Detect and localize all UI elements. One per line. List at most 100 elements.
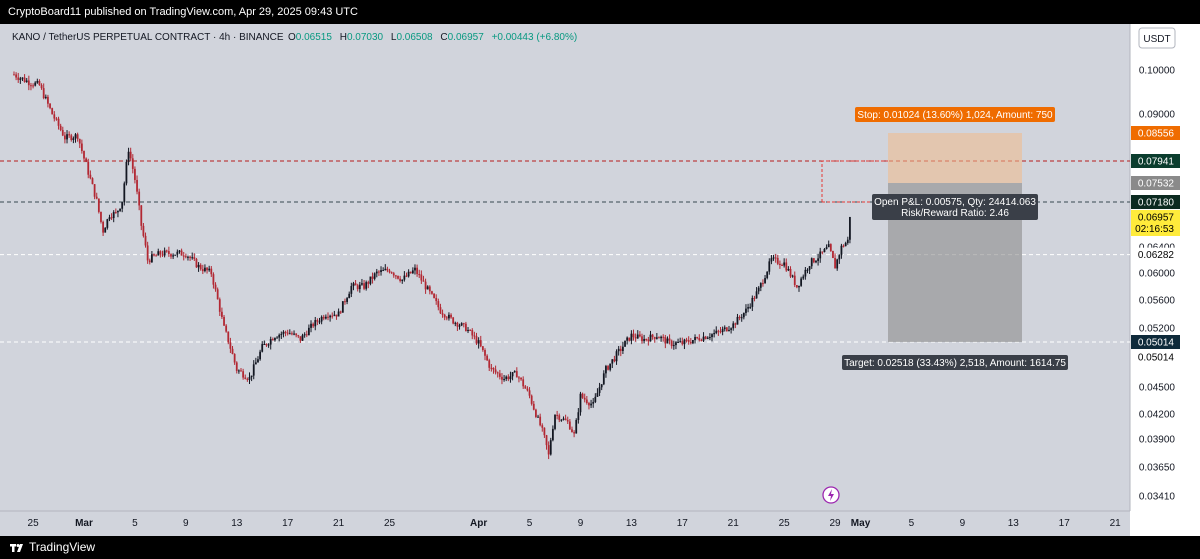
- candle: [713, 333, 716, 335]
- candle: [350, 286, 353, 294]
- candle: [380, 270, 382, 273]
- candle: [785, 262, 788, 271]
- candle: [150, 254, 153, 263]
- candle: [180, 250, 183, 256]
- candle: [123, 183, 126, 203]
- candle: [244, 377, 247, 379]
- candle: [265, 343, 268, 346]
- risk-reward-label: Risk/Reward Ratio: 2.46: [901, 208, 1009, 219]
- candle: [454, 322, 457, 324]
- stop-zone[interactable]: [888, 133, 1022, 183]
- candle: [675, 342, 677, 346]
- candle: [250, 375, 253, 378]
- candle: [611, 359, 614, 364]
- candle: [791, 275, 794, 277]
- candle: [55, 118, 58, 120]
- candle: [643, 338, 646, 342]
- candle: [677, 341, 679, 343]
- lightning-bolt: [828, 489, 834, 501]
- candle: [783, 262, 786, 266]
- candle: [598, 387, 601, 393]
- time-tick-label: 25: [779, 518, 791, 529]
- stop-label-box: [855, 107, 1055, 122]
- time-tick-label: Apr: [470, 518, 487, 529]
- candle: [72, 138, 75, 140]
- candle: [242, 371, 245, 378]
- candle: [276, 337, 278, 339]
- candle: [747, 307, 749, 309]
- candle: [660, 336, 662, 339]
- candle: [216, 289, 219, 300]
- currency-button[interactable]: USDT: [1143, 34, 1170, 45]
- candle: [274, 337, 276, 341]
- candle: [662, 336, 665, 338]
- candle: [301, 335, 304, 341]
- candle: [486, 355, 489, 361]
- candle: [477, 340, 480, 344]
- candle: [530, 395, 533, 404]
- candle: [405, 275, 408, 277]
- candle: [755, 291, 758, 299]
- candle: [655, 337, 658, 339]
- candle: [615, 351, 618, 362]
- price-tag-label: 0.08556: [1138, 129, 1175, 140]
- candle: [142, 225, 145, 236]
- candle: [634, 337, 637, 339]
- candle: [307, 327, 310, 336]
- time-tick-label: 13: [231, 518, 243, 529]
- candle: [452, 317, 455, 324]
- candle: [85, 158, 88, 162]
- candle: [647, 339, 650, 342]
- candle: [469, 329, 472, 331]
- currency-button-box[interactable]: [1138, 27, 1176, 49]
- candle: [581, 393, 584, 398]
- time-tick-label: 21: [333, 518, 345, 529]
- time-tick-label: 9: [960, 518, 966, 529]
- candle: [356, 285, 359, 290]
- candle: [551, 428, 554, 441]
- candle: [233, 354, 236, 363]
- candle: [131, 158, 134, 169]
- candle: [134, 168, 136, 180]
- candle: [600, 384, 603, 388]
- candle: [17, 77, 20, 80]
- price-tag-label: 0.06957: [1138, 213, 1175, 224]
- candle: [445, 317, 448, 319]
- candle: [823, 248, 826, 253]
- candle: [475, 336, 478, 344]
- candle: [467, 329, 469, 332]
- candle: [335, 314, 338, 317]
- candle: [800, 278, 803, 286]
- candle: [441, 313, 444, 315]
- candle: [333, 314, 336, 316]
- price-chart[interactable]: Stop: 0.01024 (13.60%) 1,024, Amount: 75…: [0, 24, 1200, 536]
- candle: [106, 219, 109, 228]
- candle: [532, 403, 535, 410]
- candle: [628, 337, 631, 341]
- candle: [779, 263, 781, 265]
- candle: [280, 333, 283, 335]
- candle: [687, 340, 690, 343]
- candle: [267, 344, 270, 346]
- candle: [51, 108, 54, 115]
- candle: [766, 271, 769, 279]
- candle: [59, 125, 62, 131]
- price-tag-label: 0.07941: [1138, 157, 1175, 168]
- candle: [365, 282, 368, 289]
- candle: [795, 285, 798, 288]
- candle: [768, 261, 771, 272]
- candle: [575, 420, 578, 434]
- candle: [174, 254, 177, 256]
- candle: [136, 179, 138, 192]
- time-tick-label: 29: [830, 518, 842, 529]
- candle: [725, 327, 728, 331]
- price-tag: [1131, 154, 1180, 168]
- candle: [520, 377, 522, 380]
- candle: [602, 373, 605, 385]
- candle: [798, 285, 800, 288]
- candle: [776, 257, 779, 264]
- candle: [590, 403, 592, 406]
- candle: [344, 301, 346, 303]
- candle: [596, 392, 599, 397]
